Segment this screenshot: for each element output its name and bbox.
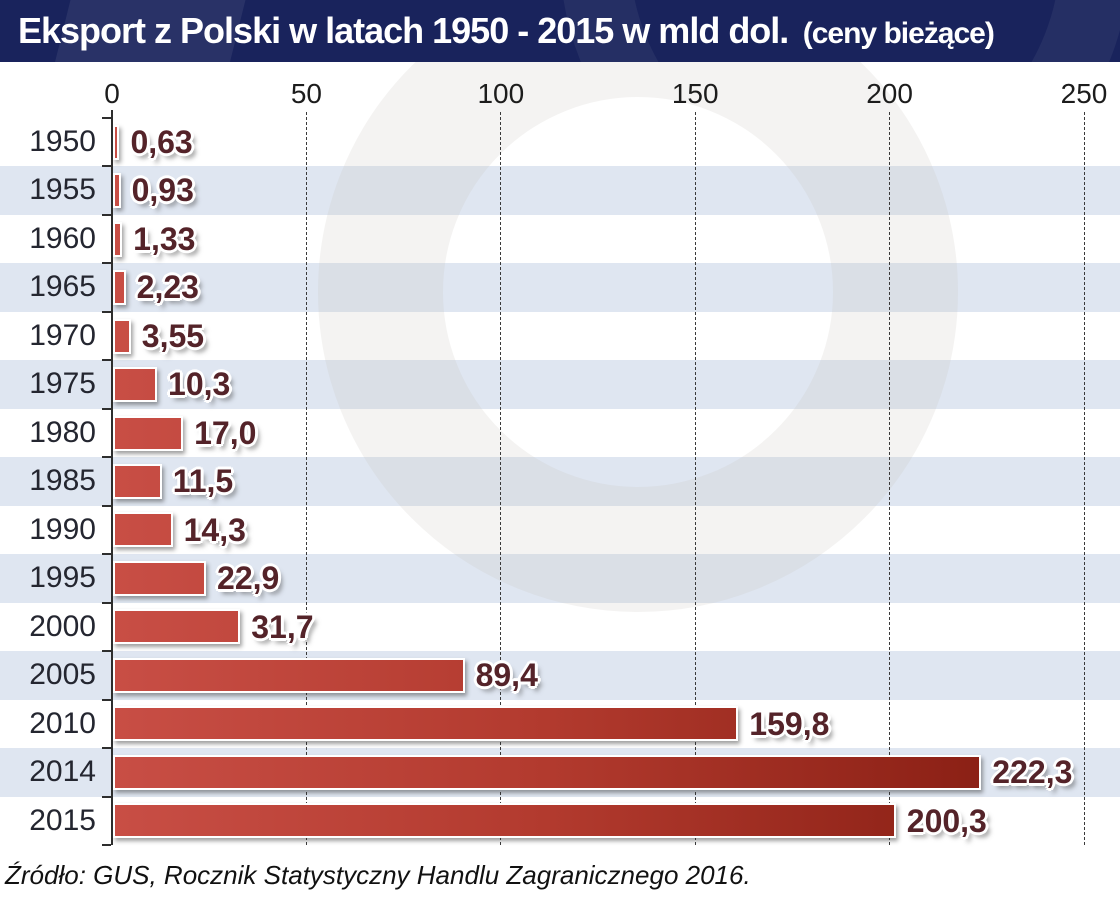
- value-label: 2,23: [136, 269, 199, 306]
- y-axis-tick: [102, 359, 111, 362]
- year-label: 1975: [29, 367, 96, 401]
- y-axis-line: [110, 110, 113, 845]
- bar: [113, 754, 982, 790]
- x-gridline: [500, 112, 502, 845]
- y-axis-tick: [102, 747, 111, 750]
- y-axis-tick: [102, 310, 111, 313]
- y-axis-tick: [102, 165, 111, 168]
- chart-title: Eksport z Polski w latach 1950 - 2015 w …: [18, 10, 789, 51]
- title-bar: Eksport z Polski w latach 1950 - 2015 w …: [0, 0, 1120, 62]
- year-label: 1990: [29, 512, 96, 546]
- y-axis-tick: [102, 407, 111, 410]
- year-label: 1970: [29, 318, 96, 352]
- bar: [113, 124, 120, 160]
- year-label: 1995: [29, 561, 96, 595]
- value-label: 89,4: [475, 657, 538, 694]
- x-gridline: [305, 112, 307, 845]
- year-label: 2010: [29, 706, 96, 740]
- x-axis-tick-label: 150: [671, 78, 719, 109]
- year-label: 1985: [29, 464, 96, 498]
- value-label: 10,3: [168, 366, 231, 403]
- title-line: Eksport z Polski w latach 1950 - 2015 w …: [18, 0, 995, 62]
- bar: [113, 221, 123, 257]
- value-label: 31,7: [251, 608, 314, 645]
- bar: [113, 560, 207, 596]
- y-axis-tick: [102, 650, 111, 653]
- y-axis-tick: [102, 213, 111, 216]
- bar: [113, 270, 126, 306]
- x-axis-tick-label: 50: [290, 78, 322, 109]
- x-axis-tick-label: 100: [477, 78, 525, 109]
- source-caption: Źródło: GUS, Rocznik Statystyczny Handlu…: [5, 860, 751, 890]
- bar: [113, 657, 465, 693]
- year-label: 2000: [29, 609, 96, 643]
- year-label: 2014: [29, 755, 96, 789]
- x-gridline: [1083, 112, 1085, 845]
- value-label: 1,33: [133, 220, 196, 257]
- bar: [113, 318, 131, 354]
- y-axis-tick: [102, 262, 111, 265]
- year-label: 1980: [29, 415, 96, 449]
- value-label: 0,63: [130, 124, 193, 160]
- y-axis-tick: [102, 601, 111, 604]
- y-axis-tick: [102, 844, 111, 846]
- bar: [113, 464, 162, 499]
- x-axis-tick-label: 200: [866, 78, 913, 109]
- year-label: 2015: [29, 803, 96, 837]
- year-label: 1950: [29, 125, 96, 158]
- bar: [113, 512, 173, 548]
- x-axis-tick-label: 250: [1060, 78, 1108, 109]
- x-gridline: [694, 112, 696, 845]
- year-label: 2005: [29, 658, 96, 692]
- value-label: 22,9: [217, 560, 280, 597]
- value-label: 14,3: [183, 511, 246, 548]
- bar: [113, 706, 739, 742]
- value-label: 3,55: [141, 317, 205, 354]
- bar: [113, 803, 896, 839]
- x-axis-tick-label: 0: [104, 78, 120, 109]
- chart-subtitle: (ceny bieżące): [802, 17, 995, 50]
- year-label: 1965: [29, 270, 96, 304]
- y-axis-tick: [102, 504, 111, 507]
- bar: [113, 609, 241, 645]
- value-label: 17,0: [194, 414, 257, 451]
- bar: [113, 367, 158, 403]
- y-axis-tick: [102, 698, 111, 701]
- value-label: 159,8: [749, 705, 830, 742]
- value-label: 0,93: [131, 172, 194, 209]
- year-label: 1960: [29, 221, 96, 255]
- value-label: 11,5: [172, 463, 234, 500]
- y-axis-tick: [102, 117, 111, 119]
- header-decoration-circle: [560, 0, 1120, 62]
- bar: [113, 415, 184, 451]
- x-gridline: [889, 112, 891, 845]
- y-axis-tick: [102, 553, 111, 556]
- y-axis-tick: [102, 456, 111, 459]
- y-axis-tick: [102, 795, 111, 798]
- bar: [113, 173, 121, 209]
- year-label: 1955: [29, 173, 96, 207]
- value-label: 222,3: [992, 754, 1073, 791]
- value-label: 200,3: [906, 802, 987, 839]
